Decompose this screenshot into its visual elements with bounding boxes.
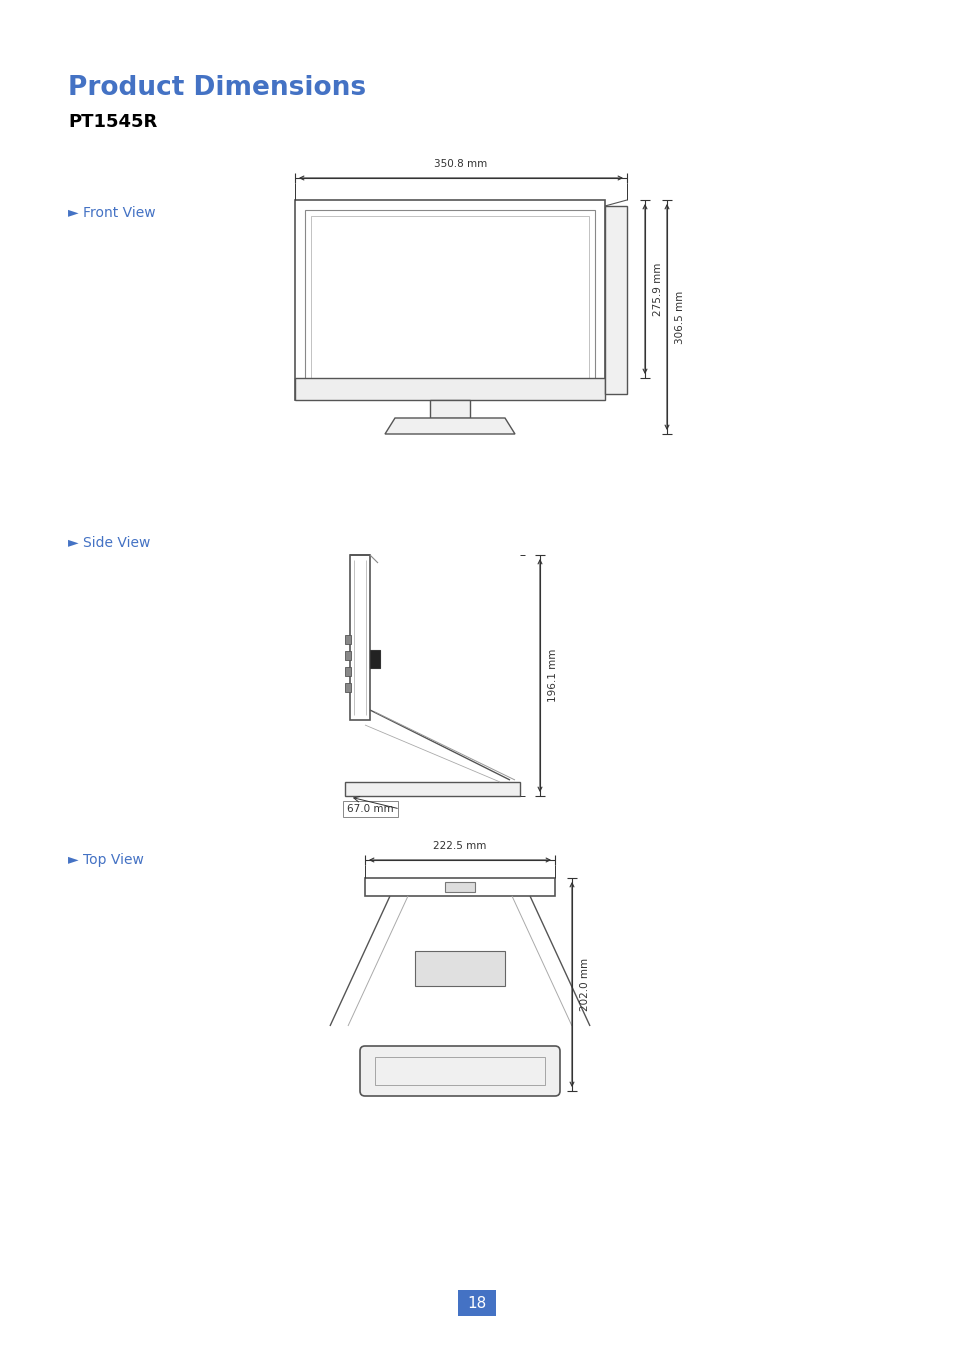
Bar [345, 634, 351, 644]
FancyBboxPatch shape [359, 1046, 559, 1096]
Bar [457, 1291, 496, 1316]
Text: 222.5 mm: 222.5 mm [433, 841, 486, 850]
Text: 350.8 mm: 350.8 mm [434, 159, 487, 169]
Bar [345, 651, 351, 660]
Text: PT1545R: PT1545R [68, 113, 157, 131]
Polygon shape [385, 418, 515, 433]
Bar [430, 400, 470, 418]
Bar [294, 378, 604, 400]
Bar [365, 878, 555, 896]
Bar [350, 555, 370, 720]
Text: 67.0 mm: 67.0 mm [347, 805, 394, 814]
Bar [305, 211, 595, 390]
Bar [604, 207, 626, 394]
Bar [444, 882, 475, 892]
Bar [294, 200, 604, 400]
Bar [311, 216, 588, 383]
Text: ► Top View: ► Top View [68, 853, 144, 867]
Bar [345, 683, 351, 693]
Bar [345, 667, 351, 676]
Bar [343, 801, 397, 817]
Text: 196.1 mm: 196.1 mm [547, 649, 558, 702]
Text: 306.5 mm: 306.5 mm [675, 290, 684, 344]
Bar [415, 950, 504, 986]
Text: ► Side View: ► Side View [68, 536, 151, 549]
Text: 18: 18 [467, 1296, 486, 1311]
Text: 202.0 mm: 202.0 mm [579, 958, 589, 1011]
Bar [375, 1057, 544, 1085]
Text: ► Front View: ► Front View [68, 207, 155, 220]
Bar [370, 649, 379, 668]
Text: 275.9 mm: 275.9 mm [652, 262, 662, 316]
Text: Product Dimensions: Product Dimensions [68, 76, 366, 101]
Bar [345, 782, 519, 796]
